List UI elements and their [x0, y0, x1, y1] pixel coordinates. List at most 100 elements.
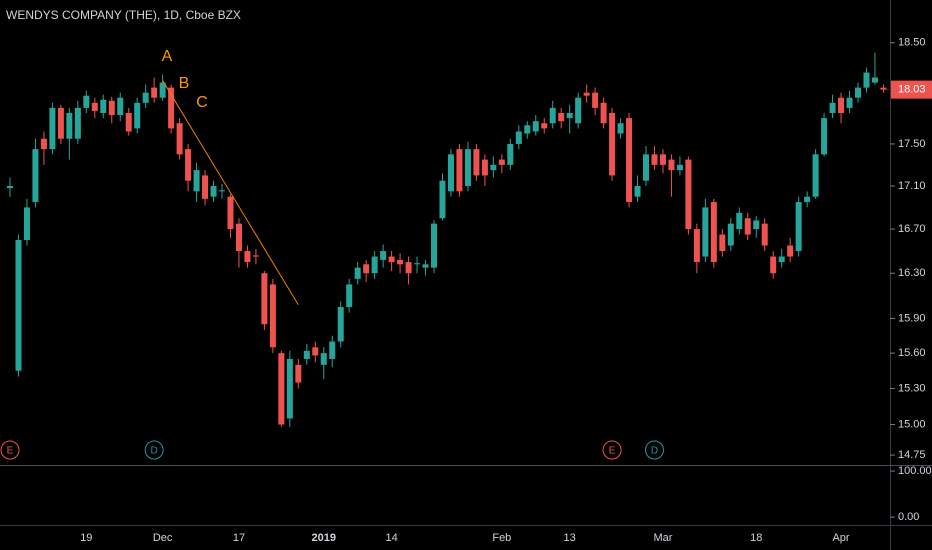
- candle-body: [871, 77, 878, 83]
- candle-body: [583, 92, 590, 96]
- candle-body: [515, 131, 522, 144]
- annotation-label: C: [196, 94, 208, 111]
- x-tick-label: Dec: [153, 532, 173, 544]
- candle-body: [363, 264, 370, 274]
- candle-body: [617, 123, 624, 134]
- annotation-label: B: [179, 75, 190, 92]
- candle-body: [846, 97, 853, 108]
- candle-body: [227, 196, 234, 230]
- candle-body: [702, 207, 709, 257]
- candle-body: [303, 350, 310, 359]
- x-tick-label: 19: [80, 532, 92, 544]
- annotation-label: A: [162, 48, 173, 65]
- candle-body: [134, 102, 141, 129]
- y-tick-label: 17.50: [898, 138, 926, 150]
- candle-body: [634, 186, 641, 197]
- event-label: D: [151, 446, 158, 457]
- candle-body: [388, 256, 395, 263]
- candle-body: [829, 102, 836, 113]
- event-marker: [644, 440, 664, 460]
- candle-body: [108, 100, 115, 116]
- candle-body: [312, 347, 319, 356]
- candle-body: [32, 149, 39, 203]
- candle-body: [804, 196, 811, 203]
- candle-body: [626, 118, 633, 203]
- candle-body: [473, 149, 480, 176]
- candle-body: [142, 92, 149, 103]
- y-tick-label: 16.30: [898, 267, 926, 279]
- candle-body: [151, 87, 158, 98]
- candle-body: [235, 223, 242, 252]
- candle-body: [592, 92, 599, 108]
- candle-body: [278, 353, 285, 425]
- candle-body: [541, 123, 548, 129]
- x-tick-label: 14: [385, 532, 397, 544]
- candle-body: [795, 202, 802, 252]
- candle-body: [414, 263, 421, 265]
- x-tick-label: Mar: [653, 532, 672, 544]
- candle-body: [219, 190, 225, 192]
- candle-body: [159, 82, 166, 98]
- candle-body: [193, 170, 200, 192]
- candle-body: [439, 180, 446, 219]
- candle-body: [566, 112, 573, 119]
- last-price-label: 18.03: [898, 84, 926, 96]
- candle-body: [380, 251, 387, 260]
- event-marker: [144, 440, 164, 460]
- candle-body: [498, 159, 505, 165]
- candle-body: [770, 256, 777, 274]
- candle-body: [668, 159, 675, 171]
- candle-body: [346, 284, 353, 308]
- candle-body: [609, 112, 616, 176]
- candle-body: [863, 72, 870, 88]
- candle-body: [524, 125, 531, 134]
- candle-body: [659, 154, 666, 165]
- candle-body: [210, 186, 217, 197]
- candle-body: [456, 149, 463, 192]
- candle-body: [558, 112, 565, 122]
- y-tick-label: 15.90: [898, 312, 926, 324]
- candle-body: [286, 358, 293, 419]
- y-tick-label: 14.75: [898, 449, 926, 461]
- candle-body: [91, 102, 98, 111]
- candle-body: [532, 121, 539, 132]
- y-tick-label: 17.10: [898, 180, 926, 192]
- event-label: E: [609, 446, 616, 457]
- y-tick-label: 15.60: [898, 347, 926, 359]
- candle-body: [15, 240, 22, 371]
- candle-body: [787, 245, 794, 257]
- candle-body: [405, 262, 412, 274]
- y-tick-label: 18.50: [898, 37, 926, 49]
- candle-body: [693, 229, 700, 263]
- candle-body: [821, 118, 828, 155]
- candle-body: [354, 267, 361, 279]
- candle-body: [261, 273, 268, 325]
- candle-body: [269, 284, 276, 348]
- candle-body: [100, 99, 107, 113]
- candle-body: [117, 97, 124, 116]
- candle-body: [74, 107, 81, 139]
- candle-body: [185, 149, 192, 181]
- candle-body: [176, 123, 183, 155]
- y-tick-label: 15.30: [898, 382, 926, 394]
- x-tick-label: Apr: [832, 532, 849, 544]
- candle-body: [252, 255, 259, 257]
- candle-body: [168, 87, 175, 129]
- candle-body: [727, 223, 734, 246]
- x-tick-label: Feb: [492, 532, 511, 544]
- indicator-tick-label: 0.00: [898, 511, 919, 523]
- x-tick-label: 13: [564, 532, 576, 544]
- x-tick-label: 2019: [312, 532, 336, 544]
- candle-body: [855, 87, 861, 98]
- x-tick-label: 18: [750, 532, 762, 544]
- indicator-tick-label: 100.00: [898, 465, 932, 477]
- candle-body: [685, 159, 692, 230]
- candle-body: [710, 202, 717, 263]
- y-tick-label: 16.70: [898, 223, 926, 235]
- candle-body: [676, 164, 683, 171]
- candle-body: [66, 112, 73, 139]
- candle-body: [23, 207, 30, 241]
- candle-body: [83, 95, 90, 108]
